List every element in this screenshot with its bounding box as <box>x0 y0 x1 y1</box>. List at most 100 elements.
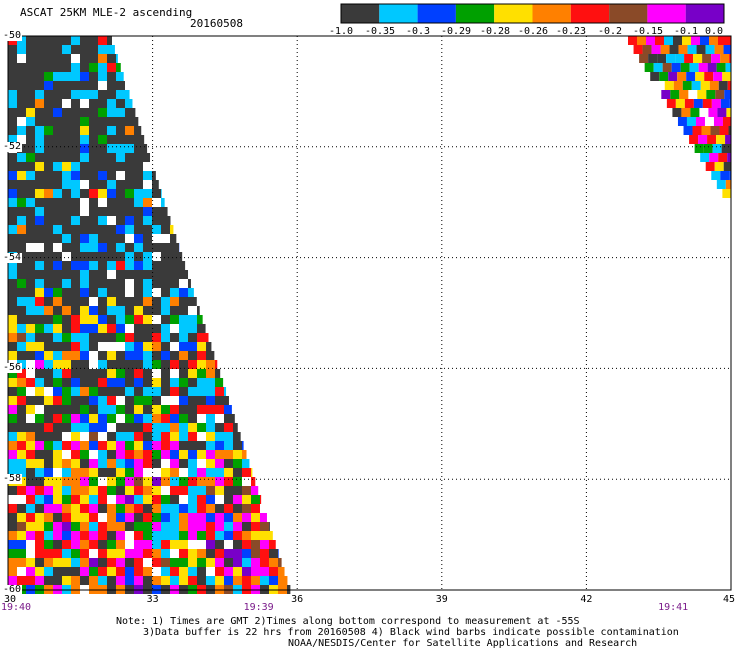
swath-cell <box>44 198 53 207</box>
swath-cell <box>269 531 273 540</box>
swath-cell <box>116 378 125 387</box>
swath-cell <box>26 180 35 189</box>
swath-cell <box>233 441 242 450</box>
swath-cell <box>62 144 71 153</box>
swath-cell <box>125 405 134 414</box>
swath-cell <box>179 486 188 495</box>
swath-cell <box>188 324 197 333</box>
swath-cell <box>17 396 26 405</box>
swath-cell <box>722 189 731 198</box>
swath-cell <box>17 90 26 99</box>
swath-cell <box>89 207 98 216</box>
swath-cell <box>17 540 26 549</box>
swath-cell <box>188 333 197 342</box>
swath-cell <box>134 180 143 189</box>
swath-cell <box>134 396 143 405</box>
swath-cell <box>152 396 161 405</box>
swath-cell <box>26 72 35 81</box>
swath-cell <box>71 414 80 423</box>
swath-cell <box>80 324 89 333</box>
swath-cell <box>26 90 35 99</box>
swath-cell <box>17 216 26 225</box>
swath-cell <box>125 468 134 477</box>
swath-cell <box>666 54 676 63</box>
swath-cell <box>125 396 134 405</box>
swath-cell <box>107 387 116 396</box>
swath-cell <box>143 207 152 216</box>
swath-cell <box>125 315 134 324</box>
swath-cell <box>653 63 663 72</box>
swath-cell <box>35 315 44 324</box>
swath-cell <box>170 252 179 261</box>
swath-cell <box>107 135 116 144</box>
swath-cell <box>44 153 53 162</box>
swath-cell <box>251 567 260 576</box>
swath-cell <box>53 540 62 549</box>
swath-cell <box>125 117 134 126</box>
swath-cell <box>80 162 89 171</box>
swath-cell <box>53 180 62 189</box>
swath-cell <box>188 495 197 504</box>
swath-cell <box>89 45 98 54</box>
swath-cell <box>98 540 107 549</box>
swath-cell <box>116 504 125 513</box>
swath-cell <box>116 306 125 315</box>
swath-cell <box>215 513 224 522</box>
swath-cell <box>71 270 80 279</box>
swath-cell <box>98 441 107 450</box>
swath-cell <box>125 171 134 180</box>
swath-cell <box>723 45 731 54</box>
swath-cell <box>35 288 44 297</box>
swath-cell <box>89 63 98 72</box>
swath-cell <box>26 315 35 324</box>
swath-cell <box>71 108 80 117</box>
swath-cell <box>98 243 107 252</box>
swath-cell <box>720 54 730 63</box>
swath-cell <box>98 117 107 126</box>
swath-cell <box>71 288 80 297</box>
swath-cell <box>71 378 80 387</box>
swath-cell <box>713 72 723 81</box>
swath-cell <box>706 90 716 99</box>
swath-cell <box>44 558 53 567</box>
swath-cell <box>197 306 200 315</box>
swath-cell <box>107 288 116 297</box>
swath-cell <box>125 108 134 117</box>
measurement-time-label: 19:39 <box>243 602 274 613</box>
swath-cell <box>89 486 98 495</box>
swath-cell <box>161 198 165 207</box>
swath-cell <box>89 135 98 144</box>
swath-cell <box>62 117 71 126</box>
swath-cell <box>89 333 98 342</box>
swath-cell <box>242 567 251 576</box>
swath-cell <box>107 414 116 423</box>
product-date: 20160508 <box>190 17 243 30</box>
swath-cell <box>134 405 143 414</box>
swath-cell <box>134 225 143 234</box>
swath-cell <box>278 576 287 585</box>
swath-cell <box>134 522 143 531</box>
swath-cell <box>161 432 170 441</box>
swath-cell <box>134 378 143 387</box>
swath-cell <box>134 558 143 567</box>
swath-cell <box>107 504 116 513</box>
swath-cell <box>80 387 89 396</box>
swath-cell <box>116 405 125 414</box>
swath-cell <box>711 99 721 108</box>
swath-cell <box>17 297 26 306</box>
swath-cell <box>206 576 215 585</box>
swath-cell <box>71 198 80 207</box>
swath-cell <box>44 270 53 279</box>
swath-cell <box>116 117 125 126</box>
swath-cell <box>215 450 224 459</box>
swath-cell <box>197 405 206 414</box>
swath-cell <box>215 432 224 441</box>
swath-cell <box>143 378 152 387</box>
swath-cell <box>724 90 731 99</box>
swath-cell <box>8 342 17 351</box>
swath-cell <box>89 441 98 450</box>
swath-cell <box>269 567 278 576</box>
swath-cell <box>269 558 278 567</box>
swath-cell <box>233 495 242 504</box>
swath-cell <box>98 90 107 99</box>
